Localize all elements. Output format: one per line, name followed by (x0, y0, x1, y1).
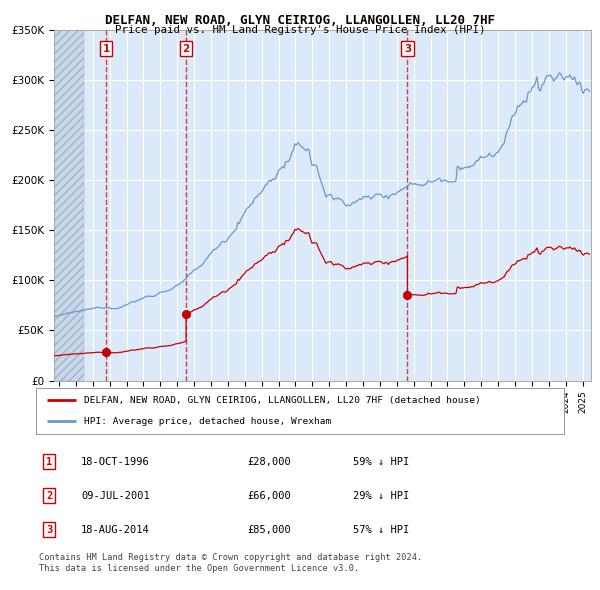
Text: HPI: Average price, detached house, Wrexham: HPI: Average price, detached house, Wrex… (83, 417, 331, 426)
Text: 1: 1 (103, 44, 110, 54)
Text: 3: 3 (46, 525, 52, 535)
Text: 2: 2 (182, 44, 190, 54)
Bar (54, 30, 85, 381)
Text: £85,000: £85,000 (247, 525, 291, 535)
Text: 09-JUL-2001: 09-JUL-2001 (81, 491, 149, 500)
Text: 29% ↓ HPI: 29% ↓ HPI (353, 491, 409, 500)
Text: Price paid vs. HM Land Registry's House Price Index (HPI): Price paid vs. HM Land Registry's House … (115, 25, 485, 35)
Text: 3: 3 (404, 44, 411, 54)
Text: 57% ↓ HPI: 57% ↓ HPI (353, 525, 409, 535)
Bar (54, 30, 85, 381)
Text: £28,000: £28,000 (247, 457, 291, 467)
Text: 59% ↓ HPI: 59% ↓ HPI (353, 457, 409, 467)
Text: DELFAN, NEW ROAD, GLYN CEIRIOG, LLANGOLLEN, LL20 7HF: DELFAN, NEW ROAD, GLYN CEIRIOG, LLANGOLL… (105, 14, 495, 27)
Text: DELFAN, NEW ROAD, GLYN CEIRIOG, LLANGOLLEN, LL20 7HF (detached house): DELFAN, NEW ROAD, GLYN CEIRIOG, LLANGOLL… (83, 395, 480, 405)
Text: 18-OCT-1996: 18-OCT-1996 (81, 457, 149, 467)
Text: 1: 1 (46, 457, 52, 467)
Text: 18-AUG-2014: 18-AUG-2014 (81, 525, 149, 535)
Text: £66,000: £66,000 (247, 491, 291, 500)
Text: 2: 2 (46, 491, 52, 500)
Text: This data is licensed under the Open Government Licence v3.0.: This data is licensed under the Open Gov… (39, 564, 359, 573)
Text: Contains HM Land Registry data © Crown copyright and database right 2024.: Contains HM Land Registry data © Crown c… (39, 553, 422, 562)
